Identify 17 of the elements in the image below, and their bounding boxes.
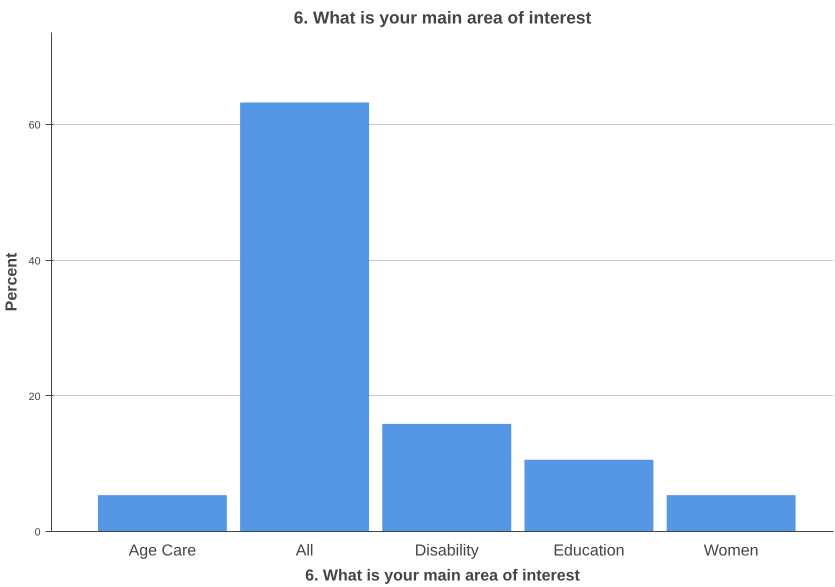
bar	[98, 495, 227, 532]
x-tick-label: Age Care	[128, 542, 196, 560]
y-tick-label: 40	[28, 255, 41, 268]
bar	[666, 495, 796, 532]
x-tick-label: Women	[704, 542, 759, 560]
y-tick-label: 60	[28, 120, 41, 132]
y-axis-title: Percent	[4, 252, 21, 312]
x-tick-label: Education	[553, 542, 625, 560]
bar	[524, 460, 654, 532]
y-tick-label: 0	[34, 526, 41, 538]
y-tick-label: 20	[28, 390, 41, 403]
x-axis-title: 6. What is your main area of interest	[305, 568, 581, 584]
bar	[382, 424, 512, 532]
chart-title: 6. What is your main area of interest	[294, 8, 592, 28]
x-tick-label: All	[296, 542, 314, 560]
x-tick-label: Disability	[414, 542, 479, 560]
bar	[240, 102, 370, 532]
